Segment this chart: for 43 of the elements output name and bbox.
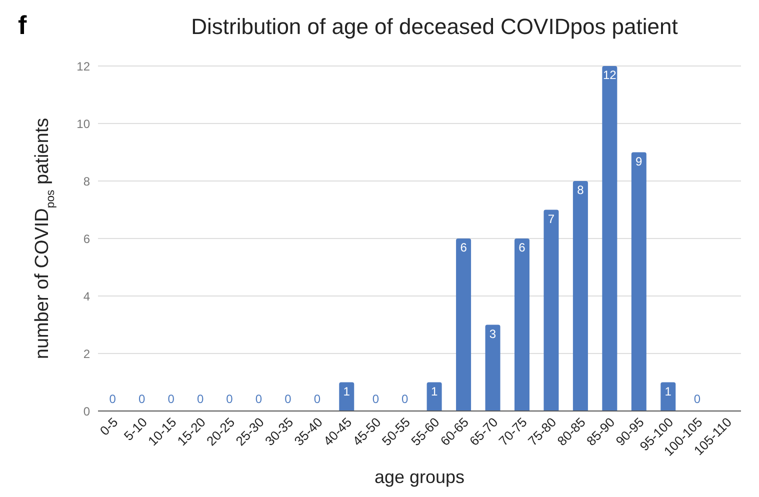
data-label: 0 (402, 392, 409, 406)
data-label: 12 (602, 68, 617, 82)
bar (514, 238, 530, 411)
bar (339, 382, 354, 411)
data-label: 6 (460, 240, 468, 254)
bar (572, 181, 588, 411)
bar (544, 210, 559, 411)
y-tick-label: 0 (83, 404, 90, 418)
x-tick-label: 0-5 (96, 414, 121, 438)
data-label: 1 (430, 384, 438, 398)
y-tick-label: 8 (83, 174, 90, 188)
x-axis-title: age groups (374, 467, 465, 487)
chart-title: Distribution of age of deceased COVIDpos patient (190, 14, 679, 40)
data-label: 0 (168, 392, 175, 406)
data-label: 1 (343, 384, 350, 398)
y-tick-label: 10 (76, 116, 90, 131)
y-tick-label: 6 (83, 232, 90, 246)
data-label: 7 (548, 212, 555, 226)
data-label: 0 (284, 392, 292, 406)
bar (660, 382, 676, 411)
y-tick-label: 2 (83, 346, 90, 361)
bar (456, 238, 472, 411)
text: f (18, 10, 27, 41)
data-label: 0 (314, 392, 321, 406)
data-label: 0 (109, 392, 116, 406)
data-label: 1 (664, 384, 672, 398)
data-label: 6 (518, 240, 526, 254)
data-label: 0 (196, 392, 204, 406)
bar (631, 152, 646, 411)
y-tick-label: 12 (76, 59, 90, 74)
data-label: 8 (577, 183, 584, 197)
data-label: 0 (372, 392, 380, 406)
bar (602, 66, 618, 411)
data-label: 0 (255, 392, 262, 406)
data-label: 3 (489, 326, 496, 341)
x-tick-label: 5-10 (120, 414, 150, 444)
data-label: 0 (694, 392, 701, 406)
data-label: 0 (226, 392, 234, 406)
bar (485, 324, 500, 411)
data-label: 0 (138, 392, 146, 406)
bar (426, 382, 442, 411)
y-tick-label: 4 (83, 289, 90, 304)
data-label: 9 (636, 154, 643, 168)
